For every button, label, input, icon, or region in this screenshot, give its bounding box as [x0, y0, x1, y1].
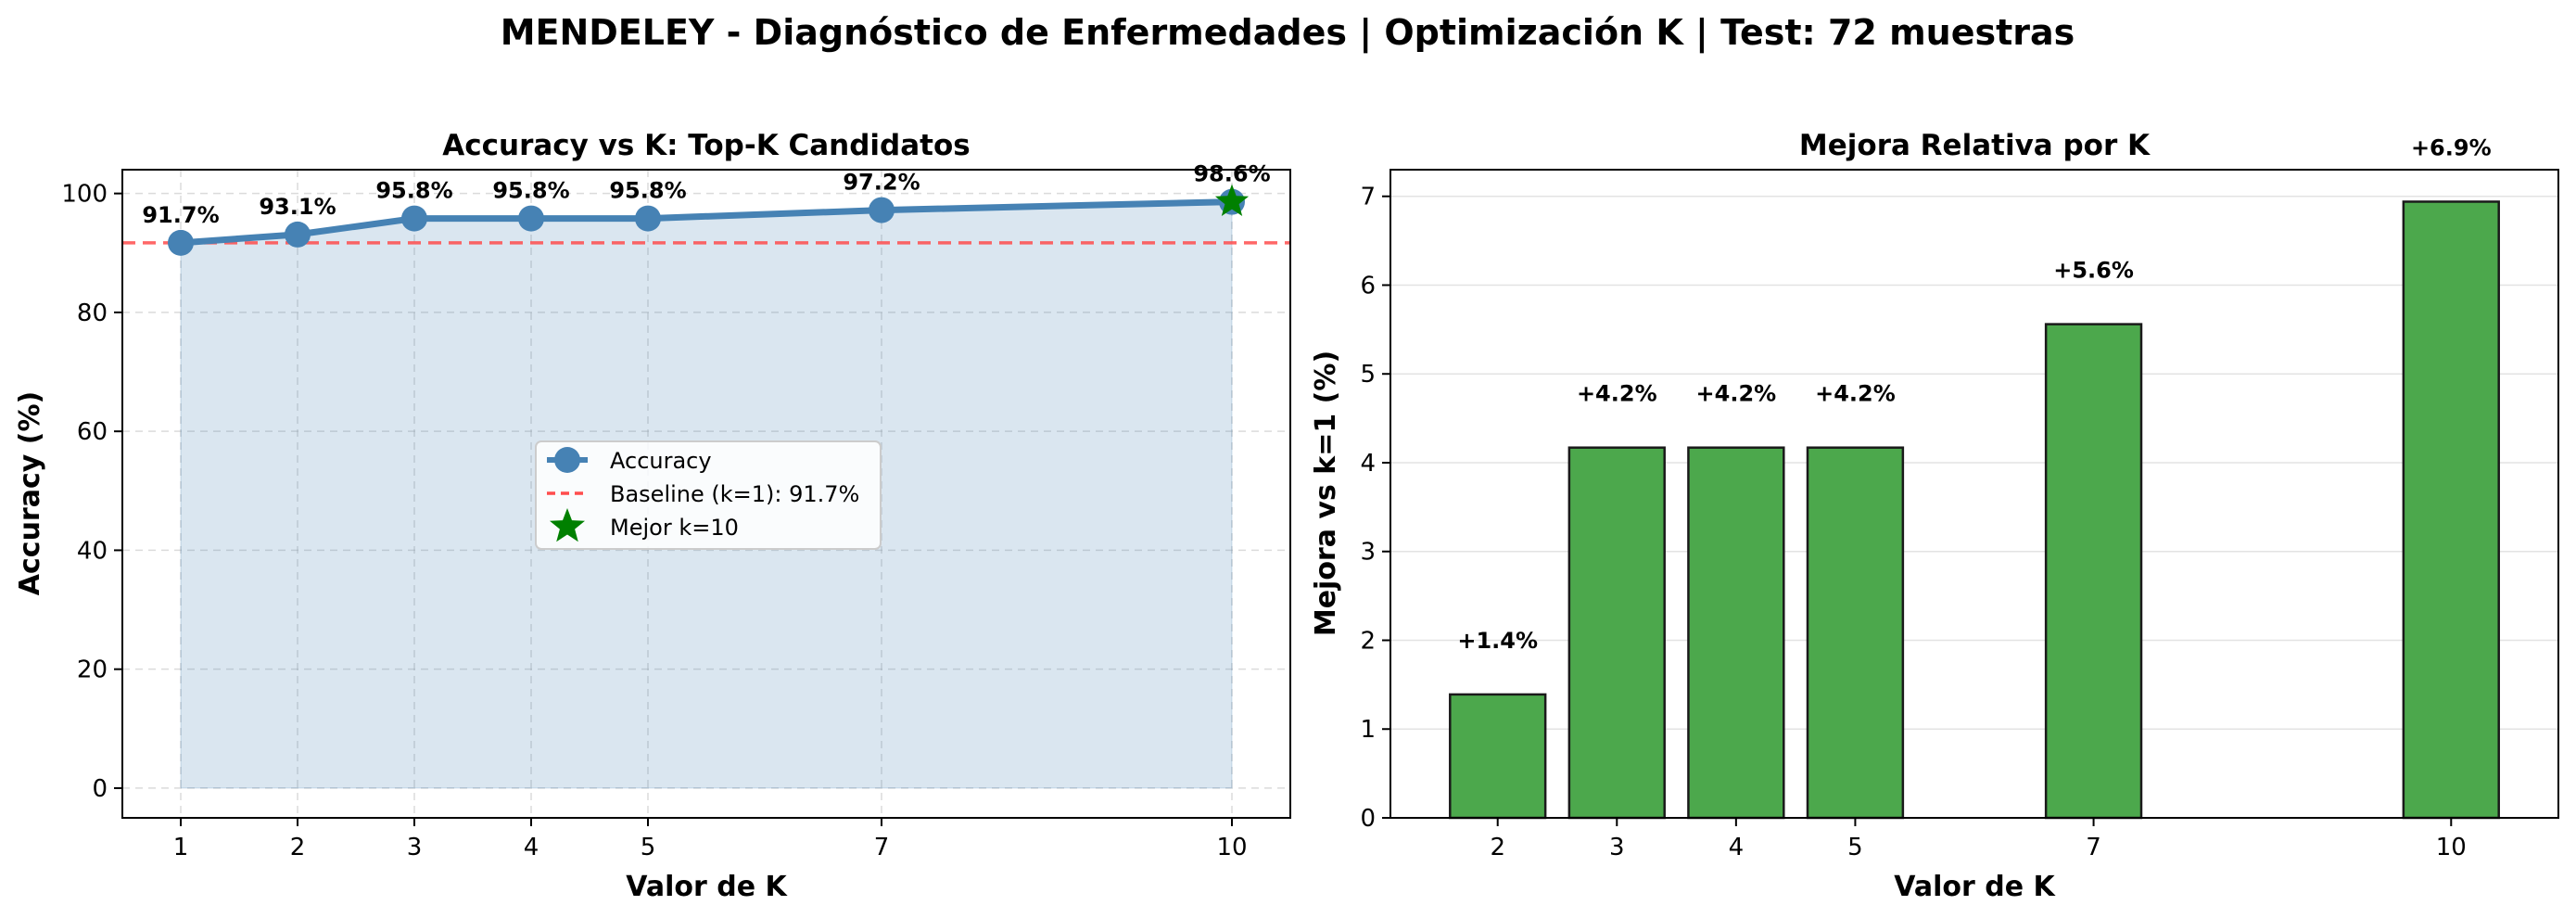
x-tick-label: 4: [524, 834, 539, 861]
legend-baseline-label: Baseline (k=1): 91.7%: [610, 481, 859, 507]
improvement-bar: [1449, 693, 1547, 820]
accuracy-data-label: 97.2%: [843, 170, 920, 196]
y-tick-label: 0: [92, 775, 108, 803]
legend-star-icon: [550, 508, 585, 542]
x-tick-label: 4: [1729, 834, 1745, 861]
accuracy-plot-frame: [121, 169, 1291, 819]
accuracy-data-label: 93.1%: [259, 194, 336, 220]
accuracy-point: [869, 197, 895, 223]
improvement-bar: [1567, 446, 1666, 820]
improvement-bars: [1449, 200, 2500, 820]
accuracy-point: [635, 205, 661, 232]
best-k-star: [1214, 184, 1250, 216]
accuracy-data-label: 98.6%: [1193, 161, 1270, 187]
accuracy-data-label: 91.7%: [142, 202, 219, 228]
y-tick-label: 5: [1360, 361, 1376, 389]
x-tick-label: 10: [1216, 834, 1247, 861]
improvement-data-label: +4.2%: [1815, 381, 1896, 407]
accuracy-point: [168, 229, 194, 256]
improvement-x-label: Valor de K: [1894, 871, 2056, 903]
improvement-bar: [1806, 446, 1905, 820]
accuracy-data-label: 95.8%: [375, 178, 452, 204]
improvement-x-ticks: 2 3 4 5 7 10: [1490, 818, 2467, 861]
improvement-data-label: +4.2%: [1696, 381, 1777, 407]
y-tick-label: 2: [1360, 627, 1376, 655]
accuracy-data-label: 95.8%: [492, 178, 569, 204]
accuracy-chart-title: Accuracy vs K: Top-K Candidatos: [442, 129, 971, 162]
y-tick-label: 3: [1360, 539, 1376, 567]
accuracy-x-ticks: 1 2 3 4 5 7 10: [173, 818, 1248, 861]
y-tick-label: 4: [1360, 450, 1376, 478]
improvement-data-label: +6.9%: [2411, 134, 2492, 160]
accuracy-point: [401, 205, 427, 232]
legend-accuracy-marker: [554, 447, 580, 473]
improvement-chart-title: Mejora Relativa por K: [1799, 129, 2151, 162]
x-tick-label: 10: [2436, 834, 2467, 861]
y-tick-label: 1: [1360, 716, 1376, 744]
accuracy-point: [285, 221, 311, 248]
improvement-data-label: +4.2%: [1577, 381, 1657, 407]
y-tick-label: 40: [77, 537, 108, 565]
legend-accuracy-label: Accuracy: [610, 448, 712, 474]
x-tick-label: 7: [874, 834, 890, 861]
x-tick-label: 5: [641, 834, 656, 861]
y-tick-label: 100: [61, 181, 108, 209]
accuracy-x-label: Valor de K: [626, 871, 788, 903]
y-tick-label: 6: [1360, 272, 1376, 300]
accuracy-y-label: Accuracy (%): [14, 391, 46, 595]
x-tick-label: 3: [1609, 834, 1625, 861]
y-tick-label: 7: [1360, 184, 1376, 211]
improvement-data-label: +1.4%: [1457, 628, 1538, 654]
x-tick-label: 3: [407, 834, 423, 861]
improvement-bar: [2044, 323, 2143, 820]
x-tick-label: 7: [2086, 834, 2101, 861]
accuracy-data-label: 95.8%: [609, 178, 686, 204]
y-tick-label: 0: [1360, 805, 1376, 833]
accuracy-y-ticks: 0 20 40 60 80 100: [61, 181, 122, 803]
improvement-data-label: +5.6%: [2053, 258, 2134, 284]
legend-frame: [535, 440, 882, 550]
y-tick-label: 80: [77, 300, 108, 327]
improvement-data-labels: +1.4% +4.2% +4.2% +4.2% +5.6% +6.9%: [1457, 134, 2491, 653]
accuracy-chart-grid: [122, 170, 1290, 818]
y-tick-label: 60: [77, 418, 108, 446]
accuracy-data-labels: 91.7% 93.1% 95.8% 95.8% 95.8% 97.2% 98.6%: [142, 161, 1270, 228]
x-tick-label: 5: [1847, 834, 1863, 861]
improvement-chart-grid: [1390, 195, 2558, 819]
x-tick-label: 2: [1490, 834, 1505, 861]
x-tick-label: 2: [290, 834, 306, 861]
x-tick-label: 1: [173, 834, 189, 861]
accuracy-chart: Accuracy vs K: Top-K Candidatos 91.7% 93.…: [14, 129, 1291, 903]
figure-suptitle: MENDELEY - Diagnóstico de Enfermedades |…: [501, 12, 2075, 54]
accuracy-point: [518, 205, 544, 232]
improvement-y-label: Mejora vs k=1 (%): [1310, 351, 1342, 636]
improvement-bar: [1687, 446, 1785, 820]
improvement-bar: [2402, 200, 2500, 820]
improvement-plot-frame: [1390, 169, 2559, 819]
legend-best-label: Mejor k=10: [610, 515, 739, 541]
accuracy-legend: Accuracy Baseline (k=1): 91.7% Mejor k=1…: [535, 440, 882, 550]
improvement-chart: Mejora Relativa por K +1.4% +4.2% +4.2% +4.…: [1310, 129, 2559, 903]
improvement-y-ticks: 0 1 2 3 4 5 6 7: [1360, 184, 1390, 833]
y-tick-label: 20: [77, 657, 108, 684]
